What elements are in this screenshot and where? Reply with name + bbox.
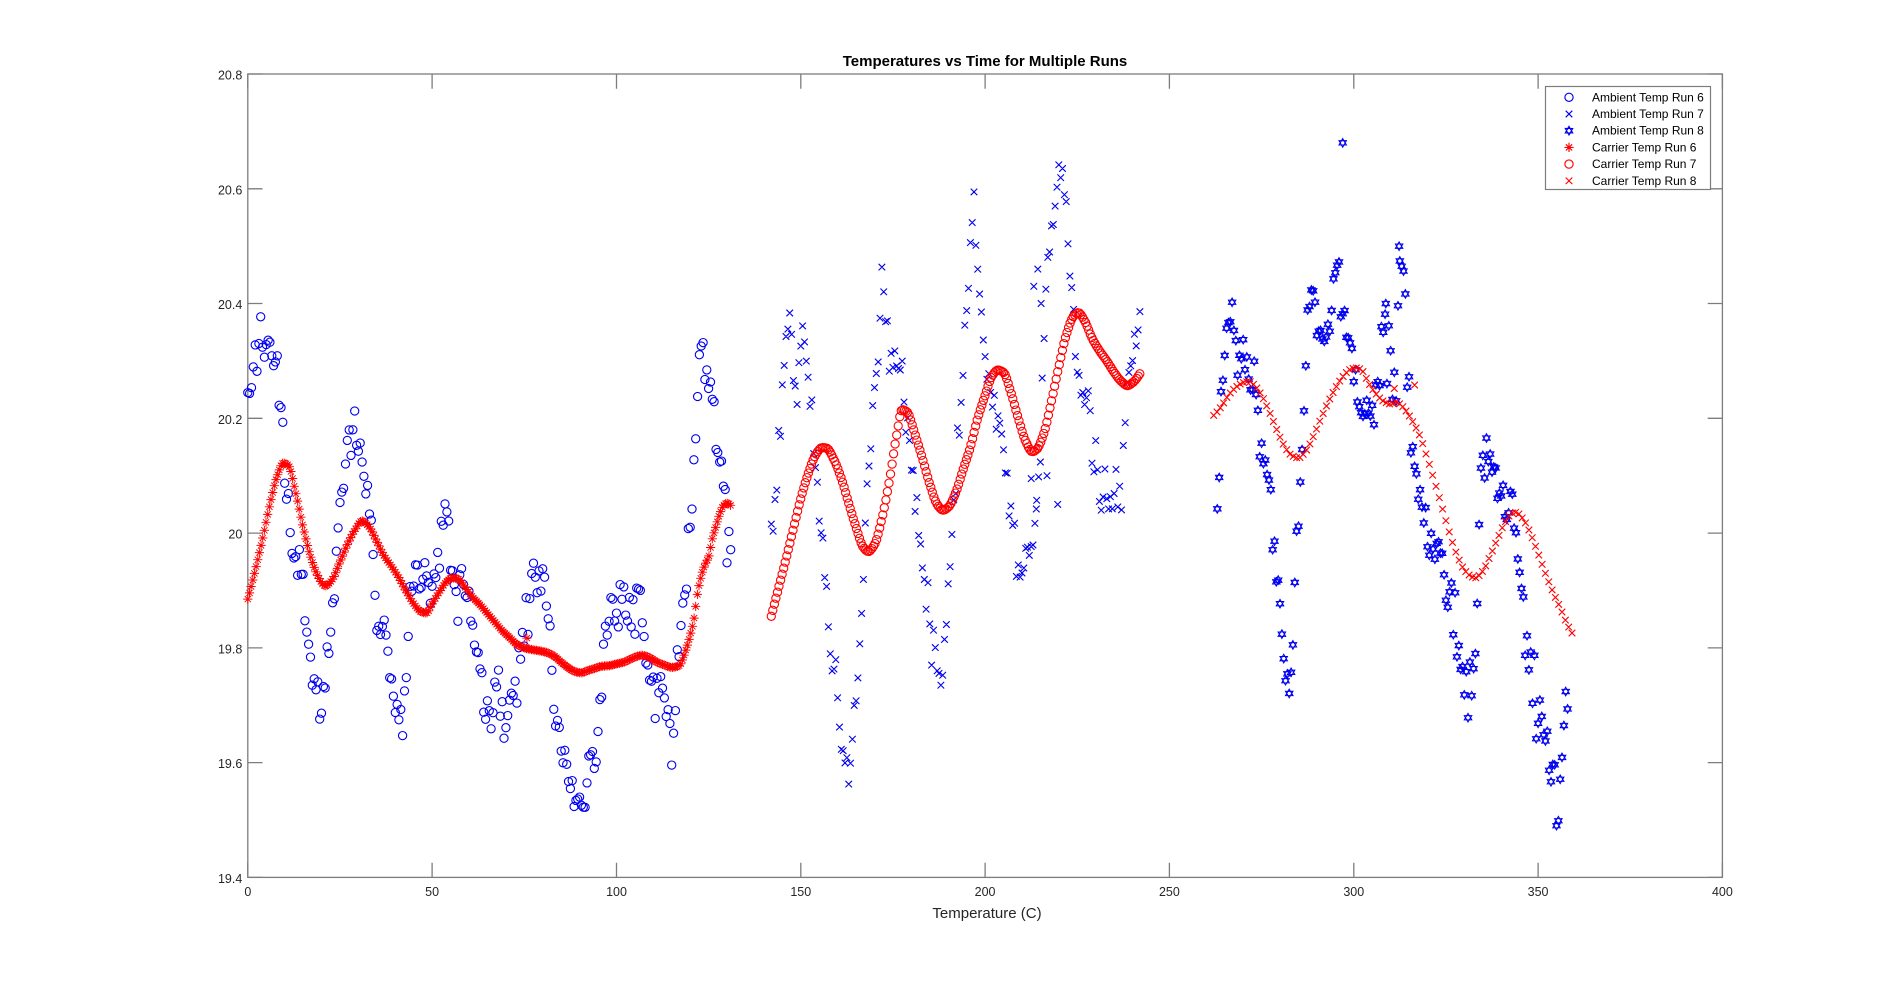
svg-text:250: 250 xyxy=(1159,885,1180,899)
svg-text:20.6: 20.6 xyxy=(218,183,242,197)
svg-text:Ambient Temp Run 7: Ambient Temp Run 7 xyxy=(1592,107,1704,121)
svg-text:150: 150 xyxy=(790,885,811,899)
svg-text:350: 350 xyxy=(1528,885,1549,899)
svg-text:19.4: 19.4 xyxy=(218,872,242,886)
svg-text:20.8: 20.8 xyxy=(218,69,242,83)
svg-text:Ambient Temp Run 6: Ambient Temp Run 6 xyxy=(1592,90,1704,104)
svg-text:Carrier Temp Run 7: Carrier Temp Run 7 xyxy=(1592,157,1697,171)
svg-text:20: 20 xyxy=(228,528,242,542)
svg-text:300: 300 xyxy=(1343,885,1364,899)
svg-text:20.2: 20.2 xyxy=(218,413,242,427)
svg-text:20.4: 20.4 xyxy=(218,298,242,312)
svg-text:19.8: 19.8 xyxy=(218,642,242,656)
svg-text:0: 0 xyxy=(244,885,251,899)
svg-text:Temperature (C): Temperature (C) xyxy=(932,905,1041,922)
svg-text:19.6: 19.6 xyxy=(218,757,242,771)
svg-text:200: 200 xyxy=(975,885,996,899)
svg-text:400: 400 xyxy=(1712,885,1733,899)
svg-text:50: 50 xyxy=(425,885,439,899)
svg-text:Temperatures vs Time for Multi: Temperatures vs Time for Multiple Runs xyxy=(843,53,1128,70)
svg-text:Carrier Temp Run 6: Carrier Temp Run 6 xyxy=(1592,140,1697,154)
svg-text:100: 100 xyxy=(606,885,627,899)
svg-text:Ambient Temp Run 8: Ambient Temp Run 8 xyxy=(1592,124,1704,138)
svg-text:Carrier Temp Run 8: Carrier Temp Run 8 xyxy=(1592,174,1697,188)
